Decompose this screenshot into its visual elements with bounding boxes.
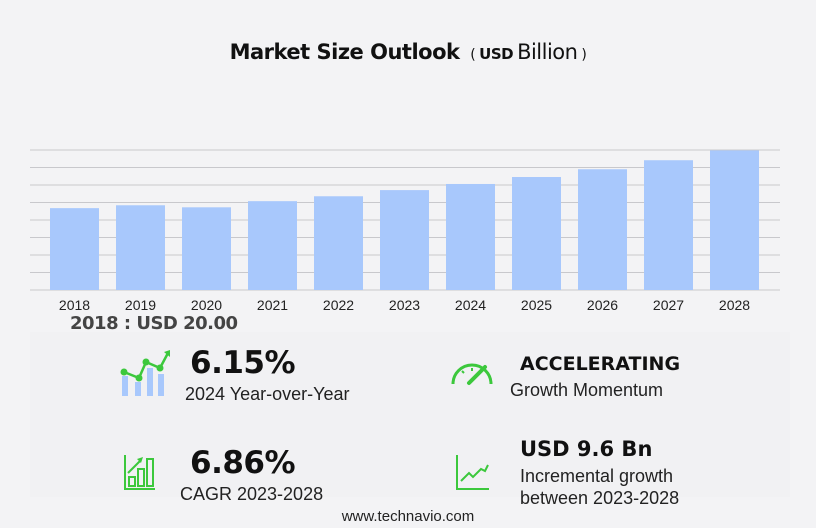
x-tick-label: 2020: [191, 297, 222, 313]
x-tick-label: 2025: [521, 297, 552, 313]
incremental-label-2: between 2023-2028: [520, 488, 680, 508]
bar-2024: [446, 183, 495, 290]
x-tick-label: 2021: [257, 297, 288, 313]
x-tick-label: 2023: [389, 297, 420, 313]
bar-2018: [50, 208, 99, 290]
x-tick-label: 2018: [59, 297, 90, 313]
bar-2023: [380, 190, 429, 290]
x-tick-label: 2024: [455, 297, 486, 313]
bar-2028: [710, 150, 759, 290]
yoy-label: 2024 Year-over-Year: [185, 384, 350, 404]
momentum-value: ACCELERATING: [520, 353, 681, 375]
title-unit: ( USD Billion ): [466, 40, 587, 64]
x-tick-label: 2026: [587, 297, 618, 313]
yoy-value: 6.15%: [190, 345, 296, 381]
cagr-value: 6.86%: [190, 445, 296, 481]
momentum-label: Growth Momentum: [510, 380, 664, 400]
x-tick-label: 2027: [653, 297, 684, 313]
chart-title: Market Size Outlook ( USD Billion ): [0, 40, 816, 64]
bar-2021: [248, 201, 297, 290]
bar-2022: [314, 196, 363, 290]
line-growth-icon: [456, 455, 489, 490]
bar-2026: [578, 169, 627, 290]
growth-chart-icon: [120, 350, 170, 396]
cagr-label: CAGR 2023-2028: [180, 484, 324, 504]
x-tick-label: 2028: [719, 297, 750, 313]
bar-2025: [512, 177, 561, 290]
x-tick-label: 2019: [125, 297, 156, 313]
bar-growth-icon: [124, 455, 155, 490]
x-tick-label: 2022: [323, 297, 354, 313]
base-year-value: 2018 : USD 20.00: [70, 313, 238, 334]
incremental-value: USD 9.6 Bn: [520, 437, 653, 461]
title-main: Market Size Outlook: [229, 40, 460, 64]
footer-url: www.technavio.com: [341, 508, 475, 525]
bar-2020: [182, 207, 231, 290]
bar-2027: [644, 160, 693, 290]
bar-2019: [116, 205, 165, 290]
speedometer-icon: [451, 363, 493, 385]
kpi-panel: [30, 332, 790, 497]
bar-chart: 2018 2019 2020 2021 2022 2023 2024 2025 2026 2027…: [30, 149, 780, 313]
incremental-label-1: Incremental growth: [520, 466, 674, 486]
